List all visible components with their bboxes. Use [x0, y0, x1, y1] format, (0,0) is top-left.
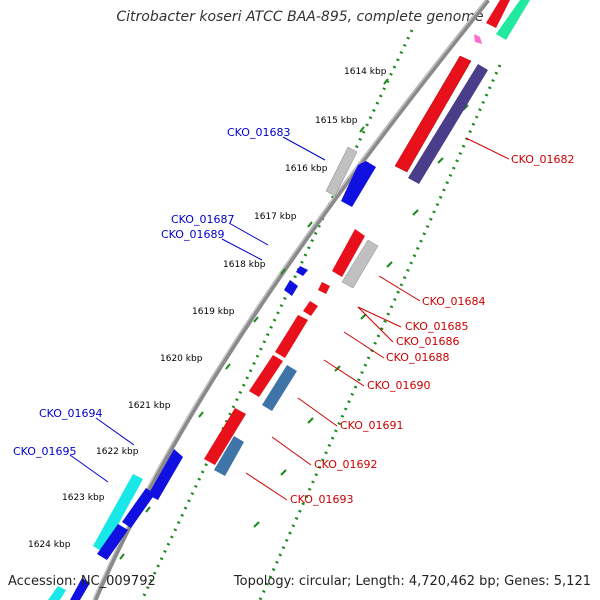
label-cko-01684[interactable]: CKO_01684 [422, 295, 485, 308]
gene-cko-01691[interactable] [262, 365, 297, 411]
gene-cko-01694[interactable] [148, 449, 183, 500]
ruler-labels: 1614 kbp 1615 kbp 1616 kbp 1617 kbp 1618… [28, 67, 387, 550]
label-cko-01691[interactable]: CKO_01691 [340, 419, 403, 432]
gene-cko-01692[interactable] [204, 408, 246, 465]
gene-cko-01683-grey[interactable] [325, 146, 358, 197]
label-cko-01687[interactable]: CKO_01687 [171, 213, 234, 226]
label-cko-01683[interactable]: CKO_01683 [227, 126, 290, 139]
topology-text: Topology: circular; Length: 4,720,462 bp… [233, 574, 591, 589]
ruler-tick-1623: 1623 kbp [62, 493, 105, 503]
label-cko-01689[interactable]: CKO_01689 [161, 228, 224, 241]
gene-green-top[interactable] [496, 0, 530, 40]
inner-dotted-track [140, 29, 414, 600]
accession-text: Accession: NC_009792 [8, 574, 156, 589]
top-gene-labels: CKO_01683 CKO_01687 CKO_01689 CKO_01694 … [13, 126, 290, 458]
ruler-tick-1621: 1621 kbp [128, 401, 171, 411]
gene-red-top[interactable] [486, 0, 510, 28]
gene-cko-01684-grey[interactable] [341, 239, 379, 289]
ruler-tick-1618: 1618 kbp [223, 260, 266, 270]
gene-cko-01682[interactable] [394, 55, 472, 173]
ruler-tick-1619: 1619 kbp [192, 307, 235, 317]
ruler-tick-1615: 1615 kbp [315, 116, 358, 126]
gene-cko-01688[interactable] [275, 315, 308, 358]
gene-cko-01689[interactable] [284, 280, 298, 296]
top-leader-lines [69, 136, 326, 483]
gene-blue-1695b[interactable] [97, 524, 128, 560]
ruler-tick-1624: 1624 kbp [28, 540, 71, 550]
gene-blue-edge[interactable] [70, 578, 90, 600]
map-title: Citrobacter koseri ATCC BAA-895, complet… [116, 9, 484, 25]
label-cko-01692[interactable]: CKO_01692 [314, 458, 377, 471]
gene-cko-01690[interactable] [249, 355, 283, 397]
label-cko-01685[interactable]: CKO_01685 [405, 320, 468, 333]
ruler-tick-1622: 1622 kbp [96, 447, 139, 457]
ruler-tick-1620: 1620 kbp [160, 354, 203, 364]
label-cko-01686[interactable]: CKO_01686 [396, 335, 459, 348]
gene-cko-01693[interactable] [214, 436, 244, 476]
gene-cko-01687[interactable] [296, 266, 308, 276]
gene-blue-1694b[interactable] [122, 488, 155, 528]
gene-cyan-edge[interactable] [48, 586, 66, 600]
gene-navy-1682b[interactable] [408, 64, 488, 184]
gene-cko-01684[interactable] [332, 229, 365, 277]
ruler-tick-1617: 1617 kbp [254, 212, 297, 222]
ruler-tick-1614: 1614 kbp [344, 67, 387, 77]
label-cko-01693[interactable]: CKO_01693 [290, 493, 353, 506]
ruler-tick-1616: 1616 kbp [285, 164, 328, 174]
gene-cko-01683[interactable] [341, 161, 376, 207]
label-cko-01688[interactable]: CKO_01688 [386, 351, 449, 364]
gene-cko-01685[interactable] [318, 282, 330, 294]
top-strand-genes [48, 146, 376, 600]
gene-cko-01686[interactable] [303, 301, 318, 316]
label-cko-01694[interactable]: CKO_01694 [39, 407, 102, 420]
bottom-leader-lines [245, 137, 510, 501]
gene-pink-top[interactable] [474, 34, 482, 44]
outer-dotted-track [258, 64, 502, 600]
label-cko-01695[interactable]: CKO_01695 [13, 445, 76, 458]
gene-cko-01695[interactable] [93, 474, 143, 552]
label-cko-01690[interactable]: CKO_01690 [367, 379, 430, 392]
label-cko-01682[interactable]: CKO_01682 [511, 153, 574, 166]
bottom-gene-labels: CKO_01682 CKO_01684 CKO_01685 CKO_01686 … [290, 153, 574, 506]
bottom-strand-genes [204, 0, 530, 476]
